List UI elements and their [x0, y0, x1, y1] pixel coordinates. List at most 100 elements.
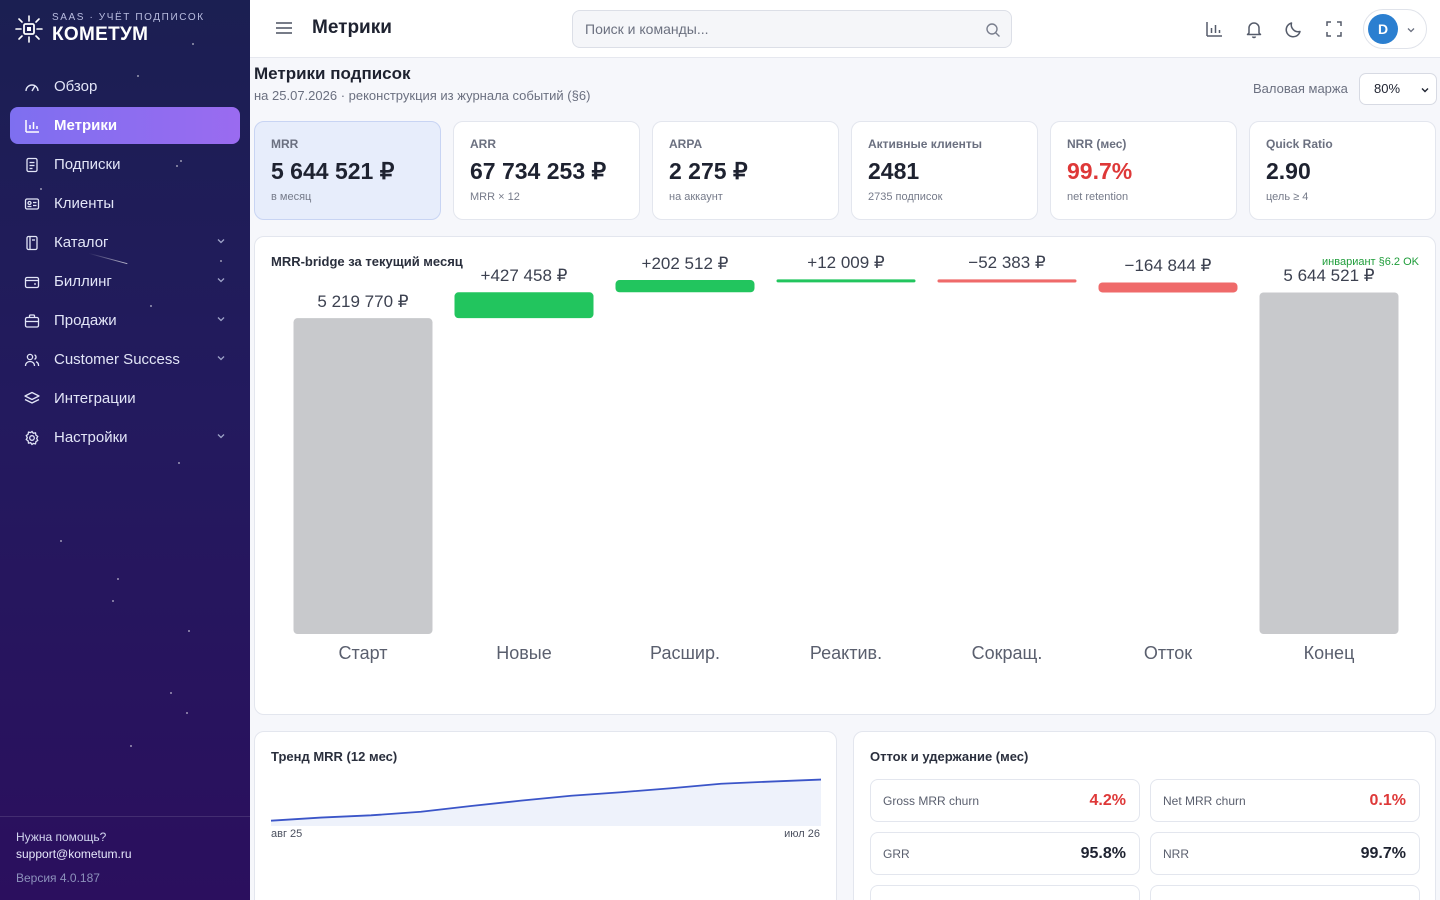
gross-margin-value: 80% — [1374, 81, 1401, 96]
bridge-bar-2 — [615, 280, 755, 293]
sidebar-item-metrics[interactable]: Метрики — [10, 107, 240, 144]
sidebar-item-clients[interactable]: Клиенты — [10, 185, 240, 222]
star-decoration — [192, 43, 194, 45]
retention-tile-grr: GRR 95.8% — [870, 832, 1140, 875]
star-decoration — [170, 692, 172, 694]
bridge-category-label: Сокращ. — [971, 643, 1043, 663]
chevron-down-icon — [217, 356, 225, 361]
kpi-card-nrr[interactable]: NRR (мес) 99.7% net retention — [1050, 121, 1237, 220]
bridge-value-label: +202 512 ₽ — [641, 254, 729, 274]
brand-tagline: SAAS · УЧЁТ ПОДПИСОК — [52, 12, 205, 23]
fullscreen-icon[interactable] — [1324, 19, 1344, 39]
sidebar: SAAS · УЧЁТ ПОДПИСОК КОМЕТУМ Обзор Метри… — [0, 0, 250, 900]
bridge-value-label: +12 009 ₽ — [807, 253, 885, 273]
kpi-label: Активные клиенты — [868, 137, 983, 151]
kpi-card-arr[interactable]: ARR 67 734 253 ₽ MRR × 12 — [453, 121, 640, 220]
retention-tile-gross-churn: Gross MRR churn 4.2% — [870, 779, 1140, 822]
mrr-trend-chart — [270, 778, 822, 826]
retention-tile-next — [870, 885, 1140, 900]
avatar: D — [1368, 14, 1398, 44]
sidebar-item-settings[interactable]: Настройки — [10, 419, 240, 456]
bridge-bar-5 — [1098, 282, 1238, 293]
star-decoration — [40, 188, 42, 190]
kpi-card-active-clients[interactable]: Активные клиенты 2481 2735 подписок — [851, 121, 1038, 220]
sidebar-item-overview[interactable]: Обзор — [10, 68, 240, 105]
chart-icon[interactable] — [1204, 19, 1224, 39]
bridge-category-label: Расшир. — [650, 643, 720, 663]
kpi-card-quick-ratio[interactable]: Quick Ratio 2.90 цель ≥ 4 — [1249, 121, 1436, 220]
kpi-label: Quick Ratio — [1266, 137, 1333, 151]
bridge-value-label: +427 458 ₽ — [480, 266, 568, 286]
gross-margin-select[interactable]: 80% — [1359, 73, 1437, 105]
menu-icon[interactable] — [276, 21, 292, 35]
sidebar-item-label: Биллинг — [54, 273, 112, 290]
bridge-bar-3 — [776, 279, 916, 283]
support-email-link[interactable]: support@kometum.ru — [16, 847, 132, 861]
help-label: Нужна помощь? — [16, 830, 107, 844]
retention-value: 95.8% — [1080, 845, 1126, 862]
brand[interactable]: SAAS · УЧЁТ ПОДПИСОК КОМЕТУМ — [14, 12, 205, 46]
star-decoration — [186, 712, 188, 714]
sidebar-item-customer-success[interactable]: Customer Success — [10, 341, 240, 378]
sidebar-item-subscriptions[interactable]: Подписки — [10, 146, 240, 183]
star-decoration — [130, 745, 132, 747]
bridge-category-label: Старт — [338, 643, 388, 663]
moon-icon[interactable] — [1284, 19, 1304, 39]
retention-label: GRR — [883, 847, 910, 861]
star-decoration — [176, 165, 178, 167]
retention-value: 99.7% — [1360, 845, 1406, 862]
search-input[interactable] — [573, 11, 953, 47]
sidebar-item-integrations[interactable]: Интеграции — [10, 380, 240, 417]
kpi-label: MRR — [271, 137, 299, 151]
star-decoration — [178, 462, 180, 464]
mrr-bridge-card: MRR-bridge за текущий месяц инвариант §6… — [254, 236, 1436, 715]
invariant-status: инвариант §6.2 OK — [1322, 256, 1419, 268]
sidebar-item-label: Интеграции — [54, 390, 136, 407]
bar-chart-icon — [25, 119, 39, 133]
mrr-bridge-title: MRR-bridge за текущий месяц — [271, 254, 463, 269]
kpi-card-arpa[interactable]: ARPA 2 275 ₽ на аккаунт — [652, 121, 839, 220]
sidebar-item-label: Продажи — [54, 312, 117, 329]
star-decoration — [112, 600, 114, 602]
kpi-row: MRR 5 644 521 ₽ в месяц ARR 67 734 253 ₽… — [254, 121, 1436, 220]
chevron-down-icon — [1421, 88, 1429, 93]
bridge-category-label: Реактив. — [809, 643, 883, 663]
kpi-card-mrr[interactable]: MRR 5 644 521 ₽ в месяц — [254, 121, 441, 220]
gear-icon — [25, 430, 39, 445]
bridge-category-label: Новые — [496, 643, 552, 663]
bridge-bar-6 — [1259, 292, 1399, 634]
catalog-icon — [26, 235, 38, 250]
bell-icon[interactable] — [1244, 19, 1264, 39]
sidebar-item-billing[interactable]: Биллинг — [10, 263, 240, 300]
sidebar-item-label: Клиенты — [54, 195, 115, 212]
retention-tile-net-churn: Net MRR churn 0.1% — [1150, 779, 1420, 822]
chevron-down-icon — [217, 317, 225, 322]
bridge-category-label: Конец — [1303, 643, 1355, 663]
sidebar-item-sales[interactable]: Продажи — [10, 302, 240, 339]
gauge-icon — [25, 83, 39, 91]
mrr-trend-card: Тренд MRR (12 мес) авг 25 июл 26 — [254, 731, 837, 900]
chevron-down-icon — [217, 239, 225, 244]
sidebar-item-label: Обзор — [54, 78, 98, 95]
kpi-value: 2481 — [868, 158, 920, 184]
star-decoration — [220, 260, 222, 262]
trend-x-end: июл 26 — [784, 828, 820, 840]
trend-x-start: авг 25 — [271, 828, 303, 840]
id-card-icon — [24, 197, 40, 210]
kpi-label: ARR — [470, 137, 496, 151]
kpi-hint: 2735 подписок — [868, 191, 943, 203]
sidebar-footer: Нужна помощь? support@kometum.ru Версия … — [0, 816, 250, 900]
sidebar-item-catalog[interactable]: Каталог — [10, 224, 240, 261]
search-icon[interactable] — [985, 22, 1001, 38]
retention-card: Отток и удержание (мес) Gross MRR churn … — [853, 731, 1436, 900]
brand-name: КОМЕТУМ — [52, 24, 149, 45]
kpi-hint: цель ≥ 4 — [1266, 191, 1309, 203]
star-decoration — [60, 540, 62, 542]
page-header-title: Метрики — [312, 17, 392, 38]
sidebar-nav: Обзор Метрики Подписки Клиенты Каталог Б… — [10, 68, 240, 458]
comet-logo-icon — [15, 15, 43, 43]
bridge-bar-1 — [454, 292, 594, 319]
mrr-trend-title: Тренд MRR (12 мес) — [271, 749, 398, 764]
user-menu[interactable]: D — [1363, 9, 1427, 49]
chevron-down-icon — [217, 278, 225, 283]
